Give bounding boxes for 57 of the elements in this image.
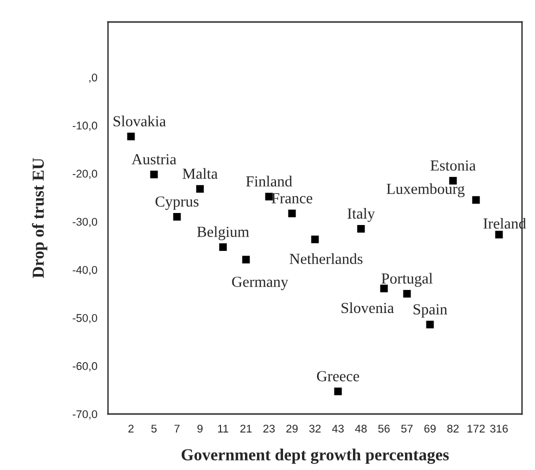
annotation: Finland xyxy=(246,176,292,187)
y-tick-label: -10,0 xyxy=(72,122,98,131)
annotation: Slovenia xyxy=(342,302,394,314)
y-tick-label: -70,0 xyxy=(72,410,98,420)
y-tick-label: -60,0 xyxy=(72,362,98,372)
annotation: Cyprus xyxy=(156,196,199,210)
annotation: France xyxy=(272,193,312,204)
point xyxy=(150,170,158,178)
annotation: Greece xyxy=(317,371,360,382)
x-tick-label: 172 xyxy=(468,424,485,432)
x-tick-label: 2 xyxy=(128,424,134,432)
x-tick-label: 69 xyxy=(424,424,436,433)
point xyxy=(495,230,503,238)
annotation: Netherlands xyxy=(290,253,362,264)
y-tick-label: -40,0 xyxy=(72,266,98,276)
annotation: Slovakia xyxy=(114,116,166,126)
annotation: Malta xyxy=(182,168,218,179)
annotation: Italy xyxy=(348,208,375,222)
point xyxy=(472,196,480,204)
point xyxy=(219,243,227,251)
x-tick-label: 48 xyxy=(355,424,367,433)
point xyxy=(357,225,365,233)
x-tick-label: 9 xyxy=(197,424,203,433)
point xyxy=(403,290,411,298)
x-tick-label: 7 xyxy=(174,424,180,432)
annotation: Austria xyxy=(132,154,176,164)
point xyxy=(242,256,250,264)
x-tick-label: 32 xyxy=(309,424,321,433)
annotation: Belgium xyxy=(197,226,250,240)
annotation: Portugal xyxy=(382,272,433,287)
x-tick-label: 57 xyxy=(401,424,413,433)
annotation: Germany xyxy=(232,276,288,290)
point xyxy=(173,212,181,221)
annotation: Spain xyxy=(414,304,448,318)
annotation: Estonia xyxy=(430,160,476,171)
y-axis-title: Drop of trust EU xyxy=(32,158,48,278)
y-tick-label: -20,0 xyxy=(72,170,98,179)
y-tick-label: -30,0 xyxy=(72,218,98,228)
x-tick-label: 23 xyxy=(263,424,275,433)
x-tick-label: 11 xyxy=(218,424,228,432)
point xyxy=(127,132,135,140)
y-tick-label: ,0 xyxy=(89,74,98,83)
point xyxy=(196,185,204,193)
x-tick-label: 21 xyxy=(240,424,252,432)
point xyxy=(426,320,434,328)
point xyxy=(311,236,319,244)
x-tick-label: 5 xyxy=(151,424,157,433)
x-tick-label: 29 xyxy=(286,424,298,433)
x-tick-label: 56 xyxy=(378,424,390,433)
x-tick-label: 316 xyxy=(490,424,508,433)
x-tick-label: 43 xyxy=(332,424,344,433)
x-axis-title: Government dept growth percentages xyxy=(182,448,449,464)
point xyxy=(288,210,296,218)
annotation: Luxembourg xyxy=(386,183,465,198)
point xyxy=(334,388,342,396)
x-tick-label: 82 xyxy=(447,424,459,433)
y-tick-label: -50,0 xyxy=(72,314,98,324)
